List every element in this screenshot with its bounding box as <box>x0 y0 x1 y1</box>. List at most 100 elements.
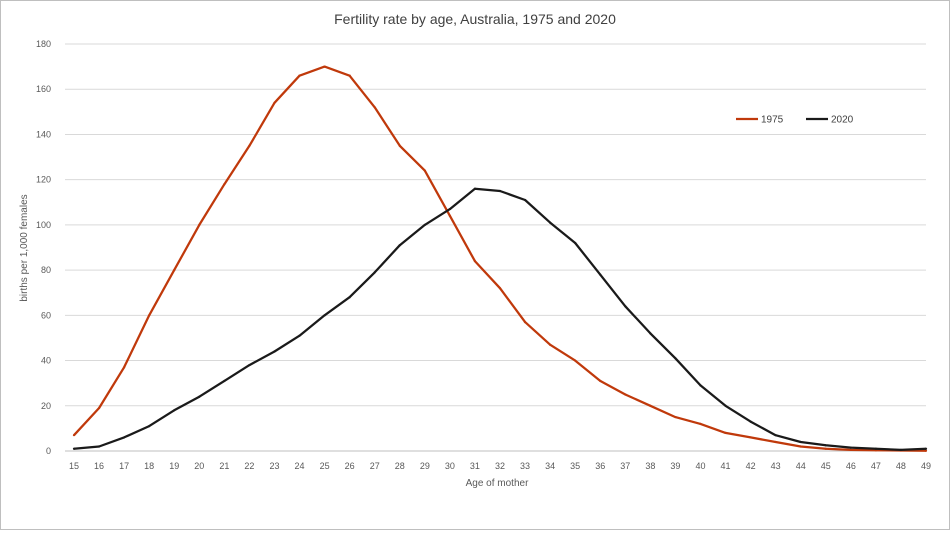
x-tick-label: 37 <box>620 461 630 471</box>
data-point-1975 <box>799 445 802 448</box>
data-point-2020 <box>899 448 903 451</box>
x-tick-label: 42 <box>746 461 756 471</box>
data-point-1975 <box>123 366 126 369</box>
data-point-2020 <box>674 357 677 360</box>
data-point-2020 <box>849 446 852 449</box>
data-point-2020 <box>924 447 928 450</box>
data-point-2020 <box>523 198 527 202</box>
x-tick-label: 33 <box>520 461 530 471</box>
y-tick-label: 160 <box>36 84 51 94</box>
data-point-2020 <box>448 207 451 211</box>
x-tick-label: 24 <box>295 461 305 471</box>
data-point-1975 <box>298 74 301 77</box>
x-tick-label: 22 <box>244 461 254 471</box>
x-tick-label: 23 <box>269 461 279 471</box>
data-point-1975 <box>473 259 477 263</box>
x-tick-label: 16 <box>94 461 104 471</box>
data-point-2020 <box>97 445 101 448</box>
x-tick-label: 21 <box>219 461 229 471</box>
data-point-1975 <box>398 144 401 147</box>
data-point-1975 <box>574 359 577 362</box>
data-point-2020 <box>148 425 151 428</box>
y-tick-label: 40 <box>41 356 51 366</box>
data-point-2020 <box>699 384 702 387</box>
data-point-1975 <box>674 415 677 419</box>
data-point-2020 <box>599 273 602 276</box>
data-point-1975 <box>72 434 76 437</box>
y-tick-label: 140 <box>36 129 51 139</box>
gridlines <box>65 43 926 452</box>
data-point-2020 <box>874 447 877 450</box>
data-point-2020 <box>298 334 301 337</box>
data-point-1975 <box>148 314 151 317</box>
x-tick-label: 41 <box>721 461 731 471</box>
data-point-2020 <box>398 244 401 247</box>
legend-label-1975: 1975 <box>761 115 784 126</box>
x-tick-label: 20 <box>194 461 204 471</box>
series-line-1975 <box>73 65 927 452</box>
x-tick-label: 43 <box>771 461 781 471</box>
data-point-2020 <box>273 350 276 353</box>
legend: 1975 2020 <box>736 115 854 126</box>
series-lines <box>72 65 928 452</box>
data-point-1975 <box>273 101 276 104</box>
x-tick-label: 39 <box>670 461 680 471</box>
x-tick-label: 25 <box>320 461 330 471</box>
data-point-1975 <box>699 422 702 425</box>
y-tick-label: 20 <box>41 401 51 411</box>
data-point-2020 <box>574 241 577 245</box>
data-point-2020 <box>373 271 376 274</box>
data-point-2020 <box>323 314 326 317</box>
x-tick-label: 35 <box>570 461 580 471</box>
data-point-2020 <box>824 444 827 447</box>
x-tick-label: 46 <box>846 461 856 471</box>
x-tick-label: 45 <box>821 461 831 471</box>
x-tick-label: 17 <box>119 461 129 471</box>
legend-label-2020: 2020 <box>831 115 854 126</box>
y-tick-label: 120 <box>36 175 51 185</box>
data-point-2020 <box>123 436 126 439</box>
data-point-1975 <box>774 440 777 444</box>
x-tick-label: 47 <box>871 461 881 471</box>
data-point-1975 <box>649 404 652 407</box>
x-tick-label: 18 <box>144 461 154 471</box>
data-point-1975 <box>173 269 176 272</box>
data-point-1975 <box>323 65 326 68</box>
chart-title: Fertility rate by age, Australia, 1975 a… <box>334 11 616 27</box>
x-tick-label: 36 <box>595 461 605 471</box>
data-point-2020 <box>473 187 477 190</box>
y-axis-label: births per 1,000 females <box>19 194 30 301</box>
y-tick-label: 0 <box>46 446 51 456</box>
data-point-2020 <box>173 409 176 412</box>
x-tick-label: 19 <box>169 461 179 471</box>
y-tick-label: 180 <box>36 39 51 49</box>
data-point-1975 <box>749 436 752 439</box>
x-tick-label: 27 <box>370 461 380 471</box>
data-point-2020 <box>799 440 802 444</box>
y-tick-label: 100 <box>36 220 51 230</box>
x-tick-label: 28 <box>395 461 405 471</box>
data-point-1975 <box>448 214 451 217</box>
data-point-2020 <box>624 305 627 308</box>
series-line-2020 <box>73 187 927 452</box>
data-point-1975 <box>824 447 827 450</box>
x-tick-label: 40 <box>695 461 705 471</box>
x-tick-label: 31 <box>470 461 480 471</box>
data-point-1975 <box>849 448 852 451</box>
x-tick-label: 48 <box>896 461 906 471</box>
data-point-1975 <box>599 379 602 383</box>
data-point-2020 <box>498 189 502 193</box>
x-tick-label: 29 <box>420 461 430 471</box>
data-point-2020 <box>549 221 552 224</box>
x-tick-labels: 15 16 17 18 19 20 21 22 23 24 25 26 27 28 29 30 31 32 33 34… <box>69 461 931 471</box>
data-point-2020 <box>423 223 426 226</box>
data-point-1975 <box>924 449 928 452</box>
x-tick-label: 32 <box>495 461 505 471</box>
data-point-1975 <box>549 343 552 346</box>
data-point-2020 <box>198 395 201 398</box>
data-point-1975 <box>624 393 627 396</box>
data-point-2020 <box>72 447 76 450</box>
data-point-2020 <box>649 332 652 335</box>
data-point-2020 <box>348 296 351 299</box>
